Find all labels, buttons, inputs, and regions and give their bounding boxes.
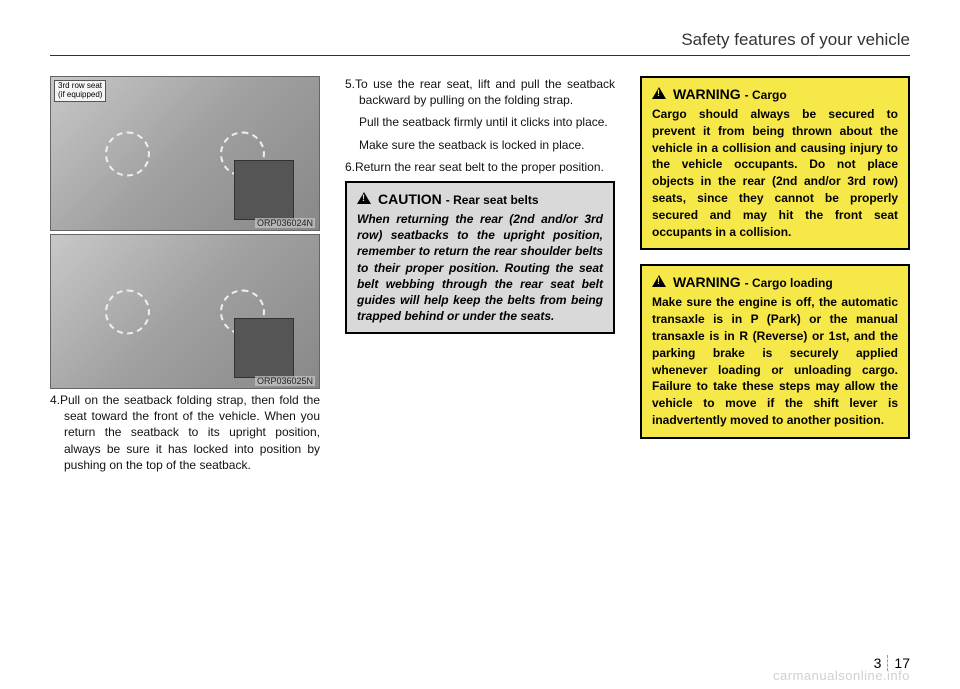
figure-inset [234,160,294,220]
warning-2-body: Make sure the engine is off, the automat… [652,294,898,428]
col1-text: 4.Pull on the seatback folding strap, th… [50,392,320,473]
warning-1-title: WARNING - Cargo [652,86,898,102]
manual-page: Safety features of your vehicle 3rd row … [0,0,960,689]
caution-sub: - Rear seat belts [446,193,539,207]
caution-box: CAUTION - Rear seat belts When returning… [345,181,615,334]
caution-body: When returning the rear (2nd and/or 3rd … [357,211,603,324]
step-5: 5.To use the rear seat, lift and pull th… [345,76,615,108]
figure-1: 3rd row seat (if equipped) ORP036024N [50,76,320,231]
page-header: Safety features of your vehicle [50,30,910,56]
warning-1-body: Cargo should always be secured to preven… [652,106,898,240]
column-2: 5.To use the rear seat, lift and pull th… [345,76,615,479]
warning-2-label: WARNING [673,274,741,290]
column-1: 3rd row seat (if equipped) ORP036024N OR… [50,76,320,479]
warning-2-title: WARNING - Cargo loading [652,274,898,290]
step-5a: Pull the seatback firmly until it clicks… [345,114,615,130]
dashed-circle [105,289,150,334]
warning-2-sub: - Cargo loading [745,276,833,290]
step-4: 4.Pull on the seatback folding strap, th… [50,392,320,473]
figure-2-code: ORP036025N [255,376,315,386]
figure-inset [234,318,294,378]
warning-1-sub: - Cargo [745,88,787,102]
col2-text: 5.To use the rear seat, lift and pull th… [345,76,615,175]
watermark: carmanualsonline.info [773,668,910,683]
caution-label: CAUTION [378,191,442,207]
warning-icon [652,87,666,99]
dashed-circle [105,131,150,176]
step-6: 6.Return the rear seat belt to the prope… [345,159,615,175]
warning-box-2: WARNING - Cargo loading Make sure the en… [640,264,910,438]
caution-title: CAUTION - Rear seat belts [357,191,603,207]
column-3: WARNING - Cargo Cargo should always be s… [640,76,910,479]
step-5b: Make sure the seatback is locked in plac… [345,137,615,153]
header-title: Safety features of your vehicle [681,30,910,49]
warning-1-label: WARNING [673,86,741,102]
figure-1-code: ORP036024N [255,218,315,228]
figure-2: ORP036025N [50,234,320,389]
warning-icon [357,192,371,204]
warning-box-1: WARNING - Cargo Cargo should always be s… [640,76,910,250]
figure-1-label: 3rd row seat (if equipped) [54,80,106,102]
warning-icon [652,275,666,287]
content-columns: 3rd row seat (if equipped) ORP036024N OR… [50,76,910,479]
